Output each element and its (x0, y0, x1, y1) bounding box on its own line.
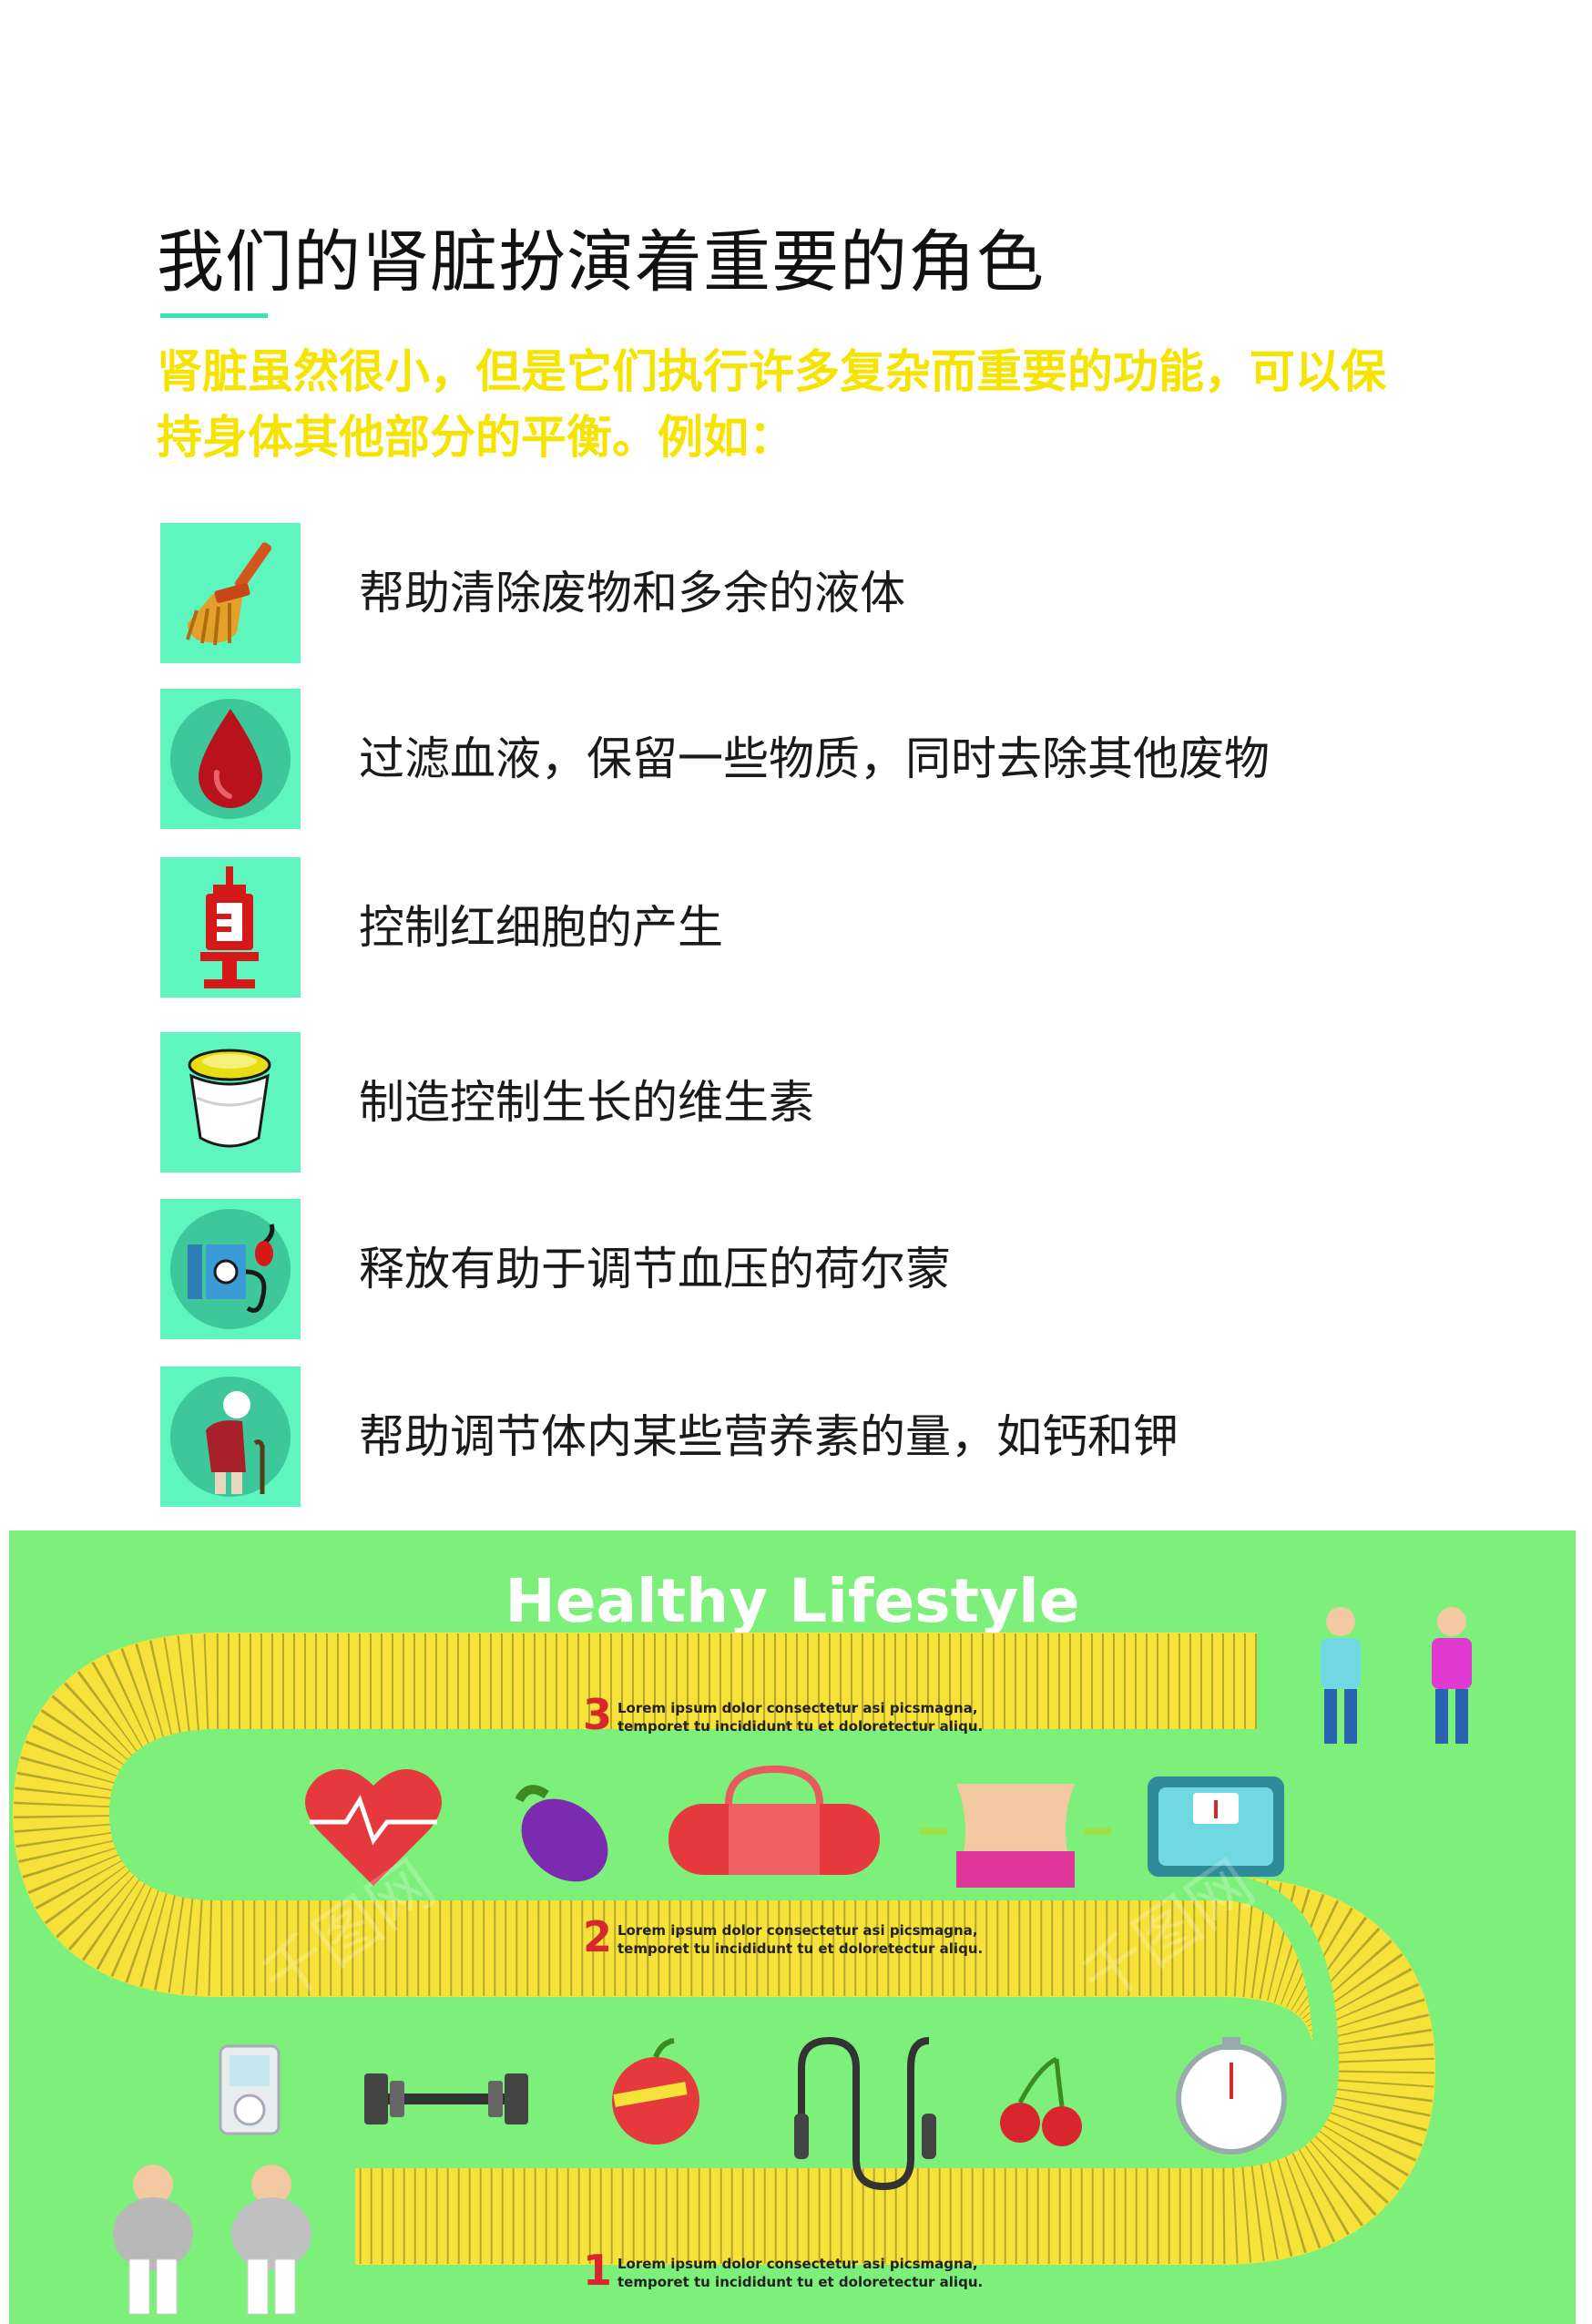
broom-icon (160, 523, 301, 663)
step-text-line1: Lorem ipsum dolor consectetur asi picsma… (617, 1922, 978, 1939)
elderly-person-icon (160, 1367, 301, 1507)
step-number: 1 (583, 2246, 612, 2295)
intro-line-1: 肾脏虽然很小，但是它们执行许多复杂而重要的功能，可以保 (157, 345, 1386, 398)
intro-line-2: 持身体其他部分的平衡。例如： (157, 411, 794, 464)
step-number: 3 (583, 1690, 612, 1739)
measuring-tape (12, 1633, 1436, 2265)
function-label: 制造控制生长的维生素 (359, 1076, 814, 1129)
step-3: 3 Lorem ipsum dolor consectetur asi pics… (583, 1690, 983, 1739)
step-number: 2 (583, 1912, 612, 1961)
function-label: 释放有助于调节血压的荷尔蒙 (359, 1243, 951, 1295)
function-label: 过滤血液，保留一些物质，同时去除其他废物 (359, 732, 1270, 785)
gym-bag-icon (668, 1765, 880, 1875)
function-label: 控制红细胞的产生 (359, 901, 723, 954)
eggplant-icon (515, 1785, 608, 1882)
healthy-lifestyle-poster: Healthy Lifestyle 3 Lorem ipsum dolor co… (9, 1531, 1576, 2324)
step-1: 1 Lorem ipsum dolor consectetur asi pics… (583, 2246, 983, 2295)
scale-icon (1148, 1776, 1284, 1877)
cherries-icon (1000, 2056, 1082, 2146)
apple-icon (612, 2038, 699, 2145)
page-title: 我们的肾脏扮演着重要的角色 (157, 223, 1045, 302)
jump-rope-icon (794, 2036, 936, 2191)
heart-icon (305, 1769, 442, 1886)
tape-ticks (13, 1633, 1435, 2264)
pill-jar-icon (160, 1032, 301, 1172)
step-text-line1: Lorem ipsum dolor consectetur asi picsma… (617, 1700, 978, 1716)
stopwatch-icon (1176, 2037, 1287, 2155)
step-text-line2: temporet tu incididunt tu et doloretectu… (617, 1940, 983, 1957)
function-label: 帮助调节体内某些营养素的量，如钙和钾 (359, 1410, 1179, 1463)
waist-icon (920, 1784, 1111, 1888)
slim-man-icon (1321, 1607, 1361, 1744)
step-text-line1: Lorem ipsum dolor consectetur asi picsma… (617, 2256, 978, 2272)
music-player-icon (219, 2044, 281, 2135)
function-label: 帮助清除废物和多余的液体 (359, 567, 905, 619)
slim-woman-icon (1432, 1607, 1472, 1744)
step-2: 2 Lorem ipsum dolor consectetur asi pics… (583, 1912, 983, 1961)
step-text-line2: temporet tu incididunt tu et doloretectu… (617, 1718, 983, 1735)
title-underline (160, 313, 268, 318)
syringe-icon (160, 857, 301, 998)
overweight-woman-icon (231, 2165, 311, 2315)
blood-drop-icon (160, 689, 301, 829)
step-text-line2: temporet tu incididunt tu et doloretectu… (617, 2274, 983, 2290)
blood-pressure-icon (160, 1199, 301, 1339)
poster-title: Healthy Lifestyle (505, 1566, 1079, 1636)
overweight-man-icon (113, 2165, 193, 2315)
intro-paragraph: 肾脏虽然很小，但是它们执行许多复杂而重要的功能，可以保 持身体其他部分的平衡。例… (157, 339, 1432, 470)
dumbbell-icon (364, 2073, 528, 2124)
